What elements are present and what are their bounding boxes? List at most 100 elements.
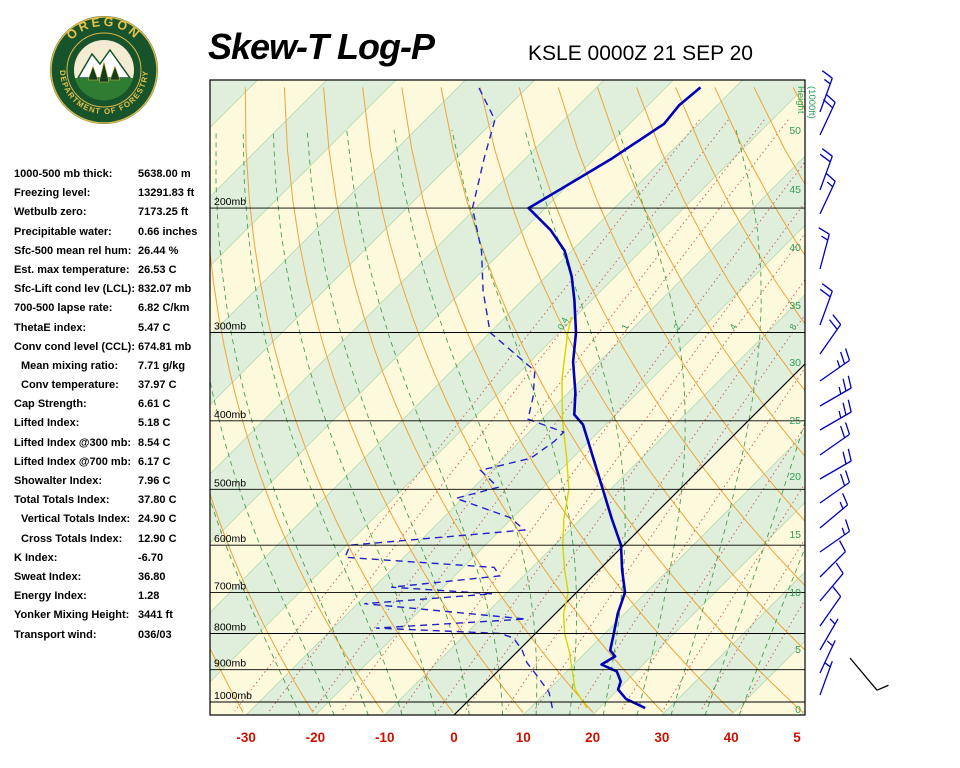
plot-border <box>209 79 806 716</box>
index-value: 5.47 C <box>138 321 171 334</box>
index-label: Conv cond level (CCL): <box>14 340 136 353</box>
index-value: 1.28 <box>138 590 160 603</box>
index-label: Energy Index: <box>14 590 87 603</box>
plot-area: 0.4 1 2 4 8 <box>210 80 805 715</box>
index-row: Wetbulb zero: 7173.25 ft <box>14 206 212 225</box>
index-label: Precipitable water: <box>14 225 112 238</box>
index-row: Conv cond level (CCL): 674.81 mb <box>14 341 212 360</box>
index-label: Total Totals Index: <box>14 494 110 507</box>
index-row: Sfc-Lift cond lev (LCL): 832.07 mb <box>14 283 212 302</box>
temp-axis-extra-tick: 5 <box>793 730 801 745</box>
height-axis-tick: 45 <box>789 184 801 196</box>
station-time: KSLE 0000Z 21 SEP 20 <box>528 42 753 65</box>
index-label: Vertical Totals Index: <box>21 513 131 526</box>
index-label: K Index: <box>14 551 58 564</box>
mixing-ratio-label: 2 <box>672 322 683 331</box>
index-row: Lifted Index @300 mb: 8.54 C <box>14 437 212 456</box>
temp-axis-tick: 20 <box>585 730 600 745</box>
index-row: Lifted Index @700 mb: 6.17 C <box>14 456 212 475</box>
index-label: Yonker Mixing Height: <box>14 609 130 622</box>
index-value: 832.07 mb <box>138 283 192 296</box>
index-value: 6.82 C/km <box>138 302 190 315</box>
index-row: Transport wind: 036/03 <box>14 629 212 648</box>
logo-inner-gold-ring <box>66 32 142 108</box>
wind-barbs <box>818 70 852 696</box>
index-value: 3441 ft <box>138 609 173 622</box>
index-label: Sweat Index: <box>14 570 82 583</box>
height-axis-tick: 35 <box>789 300 801 312</box>
index-label: 1000-500 mb thick: <box>14 168 113 180</box>
index-label: Cap Strength: <box>14 398 87 411</box>
index-value: 5.18 C <box>138 417 171 430</box>
index-row: Vertical Totals Index: 24.90 C <box>14 513 212 532</box>
tree-icon <box>98 61 110 83</box>
temp-axis: -30 -20 -10 0 10 20 30 40 5 <box>236 730 801 745</box>
index-label: Showalter Index: <box>14 475 103 487</box>
index-label: ThetaE index: <box>14 321 87 334</box>
isobar-lines: 200mb 300mb 400mb 500mb 600mb 700mb 800mb 900mb… <box>210 196 805 703</box>
pressure-label: 1000mb <box>214 690 252 702</box>
height-axis-title: Height <box>795 86 806 114</box>
index-row: Sfc-500 mean rel hum: 26.44 % <box>14 245 212 264</box>
wetbulb-profile <box>561 316 588 709</box>
height-axis-tick: 0 <box>795 704 801 716</box>
index-row: Energy Index: 1.28 <box>14 590 212 609</box>
index-value: 13291.83 ft <box>138 187 195 200</box>
index-row: Sweat Index: 36.80 <box>14 571 212 590</box>
index-label: Conv temperature: <box>21 379 119 392</box>
index-row: K Index: -6.70 <box>14 552 212 571</box>
index-value: 12.90 C <box>138 532 177 545</box>
index-row: Showalter Index: 7.96 C <box>14 475 212 494</box>
index-value: 7.71 g/kg <box>138 359 186 372</box>
height-axis-tick: 10 <box>789 587 801 599</box>
index-value: 37.80 C <box>138 494 177 507</box>
height-axis-tick: 15 <box>789 529 801 541</box>
indices-panel: 1000-500 mb thick: 5638.00 m Freezing leve… <box>14 168 212 648</box>
page-title: Skew-T Log-P <box>208 26 435 67</box>
height-axis-tick: 20 <box>789 471 801 483</box>
odf-logo: OREGON DEPARTMENT OF FORESTRY <box>50 15 158 124</box>
index-row: Lifted Index: 5.18 C <box>14 417 212 436</box>
pressure-label: 800mb <box>214 622 246 634</box>
pressure-label: 600mb <box>214 533 246 545</box>
index-label: Cross Totals Index: <box>21 532 123 545</box>
mixing-ratio-label: 1 <box>619 322 630 331</box>
logo-outer-gold-ring <box>50 16 158 124</box>
height-axis-tick: 50 <box>789 125 801 137</box>
surface-wind-barb <box>849 657 889 691</box>
index-row: Est. max temperature: 26.53 C <box>14 264 212 283</box>
index-label: Lifted Index @300 mb: <box>14 436 132 449</box>
index-value: 036/03 <box>138 628 172 641</box>
height-axis-tick: 30 <box>789 357 801 369</box>
pressure-label: 300mb <box>214 320 246 332</box>
temp-axis-tick: -10 <box>375 730 395 745</box>
moist-adiabats <box>210 129 805 715</box>
pressure-label: 500mb <box>214 477 246 489</box>
index-label: Sfc-Lift cond lev (LCL): <box>14 283 135 296</box>
index-label: Wetbulb zero: <box>14 206 87 219</box>
index-row: Cross Totals Index: 12.90 C <box>14 533 212 552</box>
index-row: Precipitable water: 0.66 inches <box>14 226 212 245</box>
temp-axis-tick: 0 <box>450 730 458 745</box>
index-value: 7173.25 ft <box>138 206 189 219</box>
index-label: Lifted Index: <box>14 417 80 430</box>
pressure-label: 900mb <box>214 658 246 670</box>
temp-axis-tick: -30 <box>236 730 256 745</box>
index-value: 6.61 C <box>138 398 171 411</box>
index-value: 26.44 % <box>138 244 179 257</box>
index-label: Transport wind: <box>14 628 97 641</box>
index-row: Freezing level: 13291.83 ft <box>14 187 212 206</box>
index-label: Lifted Index @700 mb: <box>14 455 132 468</box>
mixing-ratio-label: 8 <box>787 322 798 331</box>
index-label: 700-500 lapse rate: <box>14 302 113 315</box>
index-value: 7.96 C <box>138 475 171 487</box>
index-row: Total Totals Index: 37.80 C <box>14 494 212 513</box>
index-value: 6.17 C <box>138 455 171 468</box>
temp-axis-tick: -20 <box>306 730 326 745</box>
index-value: 24.90 C <box>138 513 177 526</box>
index-label: Freezing level: <box>14 187 91 200</box>
dewpoint-profile <box>343 87 565 709</box>
index-value: -6.70 <box>138 551 164 564</box>
forest-ground <box>75 78 133 101</box>
